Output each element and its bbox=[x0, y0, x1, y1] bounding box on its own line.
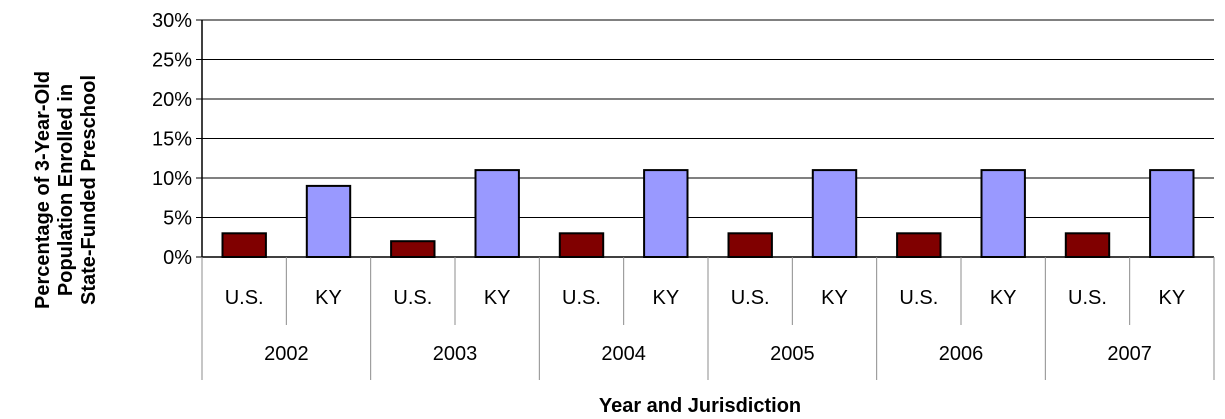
y-axis-ticks: 0% 5% 10% 15% 20% 25% 30% bbox=[152, 10, 202, 269]
x-group-label: 2003 bbox=[433, 343, 478, 365]
bar-2005-ky bbox=[811, 169, 858, 259]
y-axis-title-line: State-Funded Preschool bbox=[78, 75, 100, 305]
x-category-label: KY bbox=[990, 287, 1017, 309]
y-tick-label: 0% bbox=[163, 247, 192, 269]
x-category-label: U.S. bbox=[393, 287, 432, 309]
x-group-label: 2005 bbox=[770, 343, 815, 365]
bar-2002-ky bbox=[305, 184, 352, 258]
bar-2002-us bbox=[221, 232, 267, 259]
x-group-label: 2002 bbox=[264, 343, 309, 365]
x-category-label: KY bbox=[484, 287, 511, 309]
bar-2007-ky bbox=[1149, 169, 1195, 259]
x-group-label: 2006 bbox=[939, 343, 984, 365]
y-tick-label: 25% bbox=[152, 50, 192, 72]
x-group-label: 2004 bbox=[601, 343, 646, 365]
y-tick-label: 30% bbox=[152, 10, 192, 32]
bar-2006-ky bbox=[980, 169, 1026, 259]
bar-2005-us bbox=[727, 232, 773, 259]
x-category-label: U.S. bbox=[1068, 287, 1107, 309]
x-category-label: KY bbox=[821, 287, 848, 309]
y-tick-label: 20% bbox=[152, 89, 192, 111]
x-category-label: U.S. bbox=[225, 287, 264, 309]
x-category-label: U.S. bbox=[899, 287, 938, 309]
bar-2004-us bbox=[558, 232, 605, 259]
x-category-label: U.S. bbox=[731, 287, 770, 309]
x-axis-categories: U.S. KY U.S. KY U.S. KY U.S. KY U.S. KY U.S. KY 2002… bbox=[201, 257, 1215, 380]
y-axis-title-line: Population Enrolled in bbox=[55, 84, 77, 296]
y-axis-title: Percentage of 3-Year-Old Population Enrol… bbox=[32, 71, 100, 309]
y-tick-label: 10% bbox=[152, 168, 192, 190]
x-category-label: KY bbox=[652, 287, 679, 309]
x-category-label: U.S. bbox=[562, 287, 601, 309]
x-axis-title: Year and Jurisdiction bbox=[599, 395, 801, 417]
bars bbox=[221, 169, 1195, 259]
bar-2007-us bbox=[1064, 232, 1111, 259]
x-group-label: 2007 bbox=[1107, 343, 1152, 365]
y-axis-title-line: Percentage of 3-Year-Old bbox=[32, 71, 54, 309]
bar-2003-ky bbox=[474, 169, 520, 259]
x-category-label: KY bbox=[1158, 287, 1185, 309]
x-category-label: KY bbox=[315, 287, 342, 309]
y-tick-label: 15% bbox=[152, 129, 192, 151]
gridlines bbox=[202, 19, 1214, 218]
y-tick-label: 5% bbox=[163, 208, 192, 230]
bar-2004-ky bbox=[643, 169, 689, 259]
bar-2003-us bbox=[390, 240, 436, 258]
bar-2006-us bbox=[896, 232, 942, 259]
